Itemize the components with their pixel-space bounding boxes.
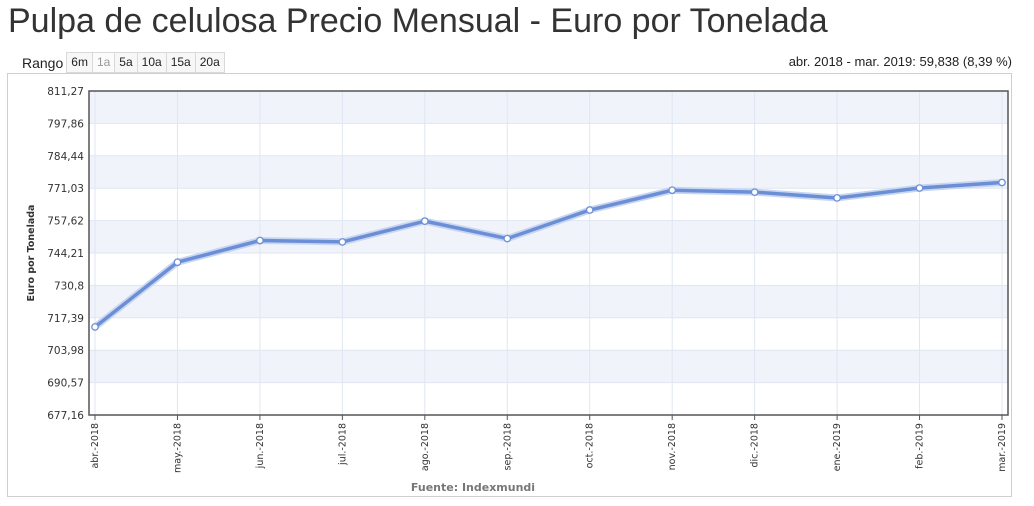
data-point (998, 178, 1006, 187)
x-tick-label: jun.-2018 (255, 423, 266, 469)
plot-band (89, 285, 1008, 318)
y-axis-label: Euro por Tonelada (26, 205, 37, 302)
data-point (338, 238, 347, 246)
x-tick-label: ene.-2019 (832, 423, 843, 471)
plot-frame (88, 90, 1009, 416)
range-1a-button[interactable]: 1a (91, 52, 116, 73)
range-6m-button[interactable]: 6m (66, 52, 93, 73)
price-line-chart: 811,27 797,86 784,44 771,03 757,62 744,21 730,… (26, 86, 1009, 494)
change-summary: abr. 2018 - mar. 2019: 59,838 (8,39 %) (788, 54, 1012, 69)
data-point (833, 194, 841, 202)
range-20a-button[interactable]: 20a (194, 52, 225, 73)
data-point (668, 186, 677, 195)
range-label: Rango (22, 54, 64, 71)
series-line (93, 180, 1004, 329)
x-tick-label: ago.-2018 (420, 423, 431, 471)
x-tick-label: dic.-2018 (750, 423, 761, 468)
x-tick-label: nov.-2018 (667, 423, 678, 470)
range-5a-button[interactable]: 5a (114, 52, 138, 73)
data-point (256, 236, 264, 245)
x-tick-label: sep.-2018 (502, 423, 513, 470)
y-tick-label: 744,21 (47, 248, 84, 260)
plot-band (89, 91, 1008, 124)
plot-band (89, 350, 1008, 383)
x-tick-label: abr.-2018 (90, 423, 101, 469)
chart-container: 811,27 797,86 784,44 771,03 757,62 744,21 730,… (7, 73, 1012, 497)
y-tick-label: 690,57 (47, 378, 84, 390)
page-title: Pulpa de celulosa Precio Mensual - Euro … (8, 2, 828, 40)
range-selector: Rango 6m 1a 5a 10a 15a 20a (22, 52, 225, 73)
data-point (420, 217, 429, 225)
y-tick-label: 677,16 (47, 410, 84, 422)
y-tick-label: 797,86 (47, 118, 84, 130)
y-tick-label: 771,03 (47, 183, 84, 195)
x-tick-label: mar.-2019 (997, 423, 1008, 472)
x-tick-label: jul.-2018 (337, 423, 348, 466)
chart-source: Fuente: Indexmundi (411, 481, 535, 494)
y-tick-label: 703,98 (47, 345, 84, 357)
y-tick-label: 717,39 (47, 313, 84, 325)
x-tick-label: oct.-2018 (585, 423, 596, 468)
range-10a-button[interactable]: 10a (136, 52, 167, 73)
data-point (585, 206, 594, 214)
y-tick-label: 757,62 (47, 216, 84, 228)
data-point (91, 323, 99, 331)
data-point (750, 188, 759, 197)
y-tick-label: 784,44 (47, 151, 84, 163)
data-point (503, 234, 512, 243)
range-15a-button[interactable]: 15a (165, 52, 196, 73)
y-tick-label: 730,8 (54, 280, 84, 292)
x-tick-label: feb.-2019 (915, 423, 926, 469)
data-point (915, 184, 924, 192)
plot-band (89, 155, 1008, 189)
y-tick-label: 811,27 (47, 86, 84, 98)
x-tick-label: may.-2018 (172, 423, 183, 473)
data-point (173, 258, 182, 267)
